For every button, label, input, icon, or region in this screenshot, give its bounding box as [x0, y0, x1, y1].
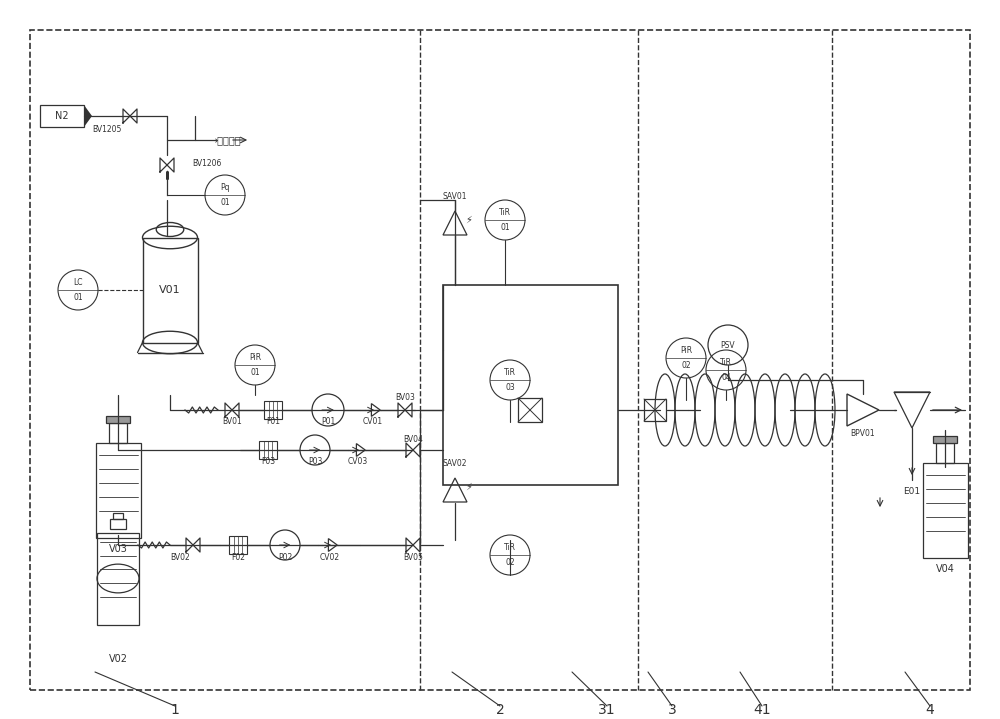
Text: TiR: TiR	[499, 208, 511, 217]
Text: BV03: BV03	[395, 393, 415, 403]
Text: 01: 01	[220, 198, 230, 207]
Text: TiR: TiR	[504, 543, 516, 552]
Text: BV01: BV01	[222, 418, 242, 426]
Text: V04: V04	[936, 564, 954, 574]
Text: 3: 3	[668, 703, 676, 717]
Text: BV04: BV04	[403, 436, 423, 444]
Bar	[106, 416, 130, 423]
Text: F02: F02	[231, 554, 245, 562]
Text: 41: 41	[753, 703, 771, 717]
Bar	[933, 436, 957, 442]
Text: LC: LC	[73, 278, 83, 287]
Text: ⚡: ⚡	[465, 214, 472, 224]
Text: BV05: BV05	[403, 552, 423, 562]
Text: Pq: Pq	[220, 183, 230, 192]
Text: TiR: TiR	[504, 368, 516, 377]
Text: TiR: TiR	[720, 358, 732, 367]
Text: 02: 02	[505, 558, 515, 567]
Text: P03: P03	[308, 457, 322, 467]
Text: 4: 4	[926, 703, 934, 717]
Text: 04: 04	[721, 373, 731, 382]
Text: V03: V03	[109, 544, 127, 554]
Bar	[644, 399, 666, 421]
Text: PiR: PiR	[680, 346, 692, 355]
Bar	[143, 237, 198, 342]
Text: F03: F03	[261, 457, 275, 467]
Text: N2: N2	[55, 111, 69, 121]
Text: CV02: CV02	[320, 554, 340, 562]
Bar	[259, 441, 277, 459]
Text: PSV: PSV	[721, 341, 735, 349]
Bar	[109, 423, 127, 442]
Text: 01: 01	[73, 293, 83, 302]
Text: SAV02: SAV02	[443, 459, 467, 468]
Text: 01: 01	[500, 223, 510, 232]
Bar	[40, 105, 84, 127]
Text: BPV01: BPV01	[851, 429, 875, 439]
Bar	[518, 398, 542, 422]
Text: →放空总管: →放空总管	[210, 135, 242, 145]
Text: P01: P01	[321, 418, 335, 426]
Text: 2: 2	[496, 703, 504, 717]
Text: V01: V01	[159, 285, 181, 295]
Text: CV01: CV01	[363, 418, 383, 426]
Text: 02: 02	[681, 361, 691, 370]
Bar	[443, 285, 618, 485]
Bar	[264, 401, 282, 419]
Text: 31: 31	[598, 703, 616, 717]
Text: E01: E01	[903, 487, 921, 497]
Text: 1: 1	[171, 703, 179, 717]
Text: ⚡: ⚡	[465, 482, 472, 491]
Bar	[113, 513, 123, 518]
Bar	[936, 442, 954, 462]
Text: BV02: BV02	[170, 554, 190, 562]
Text: F01: F01	[266, 418, 280, 426]
Text: 03: 03	[505, 383, 515, 392]
Text: BV1206: BV1206	[192, 158, 221, 168]
Text: PiR: PiR	[249, 353, 261, 362]
Text: BV1205: BV1205	[92, 126, 122, 134]
Polygon shape	[84, 105, 92, 127]
Text: V02: V02	[108, 654, 128, 664]
Text: CV03: CV03	[348, 457, 368, 467]
Text: 01: 01	[250, 368, 260, 377]
Bar	[110, 518, 126, 528]
Bar	[922, 462, 968, 557]
Bar	[229, 536, 247, 554]
Bar	[96, 442, 140, 538]
Bar	[97, 533, 139, 625]
Text: SAV01: SAV01	[443, 192, 467, 201]
Text: P02: P02	[278, 554, 292, 562]
